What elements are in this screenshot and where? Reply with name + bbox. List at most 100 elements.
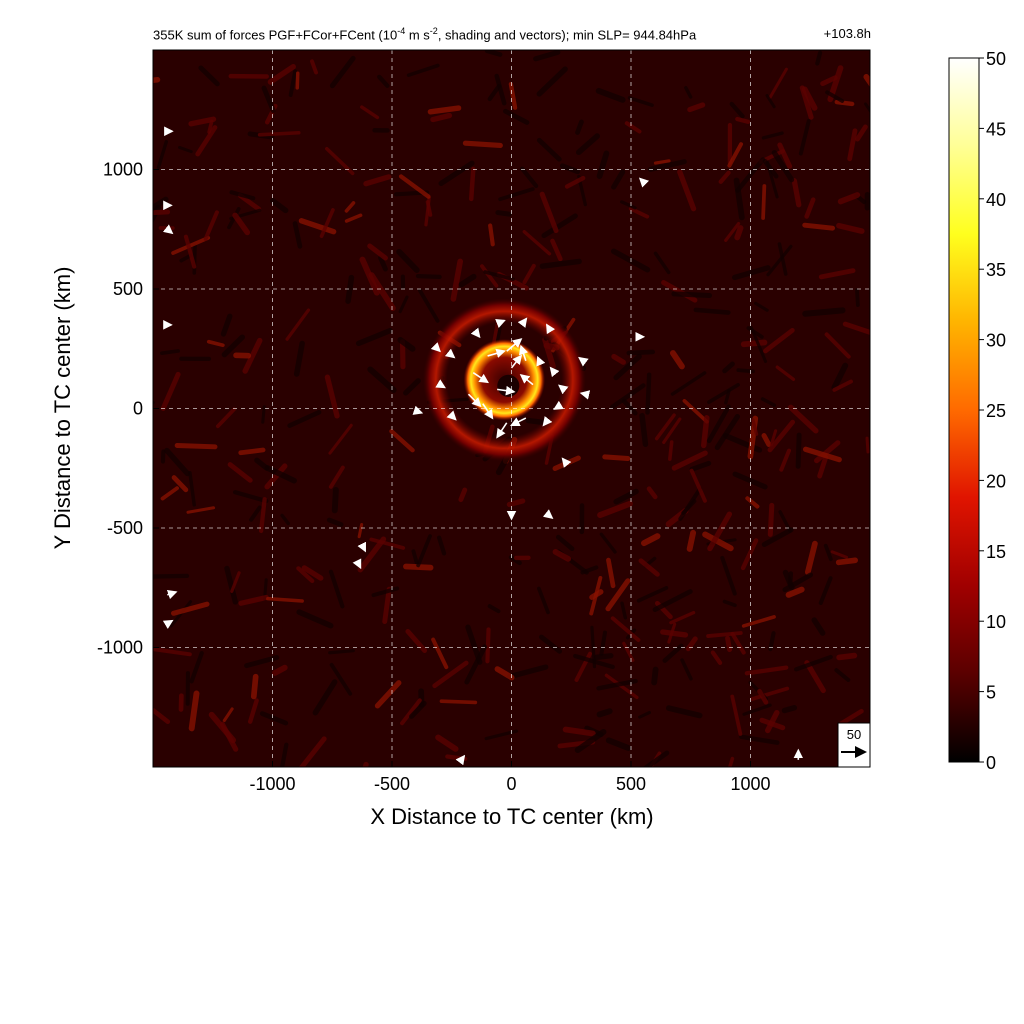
background-streak [606, 557, 616, 589]
background-streak [667, 622, 677, 644]
background-streak [787, 404, 819, 434]
background-streak [156, 140, 169, 170]
background-streak [669, 610, 696, 625]
background-streak [593, 653, 614, 661]
background-streak [777, 142, 793, 169]
background-streak [215, 407, 237, 429]
background-streak [438, 160, 475, 187]
background-streak [378, 255, 388, 272]
colorbar-tick-label: 15 [986, 542, 1006, 562]
background-streak [739, 734, 780, 745]
background-streak [596, 678, 638, 691]
background-streak [541, 213, 578, 239]
background-streak [261, 405, 266, 424]
background-streak [270, 198, 289, 214]
background-streak [439, 699, 478, 705]
background-streak [244, 655, 280, 669]
force-vector [519, 344, 529, 361]
background-streak [678, 486, 703, 521]
background-streak [599, 532, 617, 554]
background-streak [750, 686, 790, 701]
background-streak [328, 569, 345, 609]
background-streak [397, 337, 416, 352]
background-streak [735, 157, 766, 193]
background-streak [602, 454, 631, 461]
background-streak [620, 200, 637, 210]
force-vector [579, 390, 591, 400]
y-tick-label: -500 [107, 518, 143, 538]
background-streak [480, 264, 499, 288]
background-streak [301, 565, 324, 581]
background-streak [811, 617, 826, 636]
background-streak [508, 555, 522, 566]
background-streak [725, 635, 733, 653]
background-streak [298, 736, 327, 767]
background-streak [647, 159, 687, 172]
background-streak [355, 327, 393, 347]
y-tick-label: 1000 [103, 160, 143, 180]
force-vector [561, 457, 572, 468]
background-streak [328, 465, 345, 489]
background-streak [801, 86, 818, 111]
force-vector [497, 385, 516, 396]
background-streak [411, 549, 419, 566]
background-streak [662, 643, 684, 663]
background-streak [636, 586, 669, 603]
background-streak [153, 573, 190, 579]
force-vector [166, 590, 178, 600]
background-streak [653, 159, 671, 165]
background-streak [836, 652, 858, 661]
background-streak [238, 447, 266, 456]
y-tick-label: 500 [113, 279, 143, 299]
background-streak [396, 248, 420, 273]
background-streak [153, 196, 169, 211]
background-streak [487, 84, 502, 102]
force-vector [553, 400, 564, 410]
background-streak [759, 717, 786, 731]
background-streak [179, 253, 193, 263]
background-streak [722, 361, 735, 374]
background-streak [575, 133, 600, 156]
background-streak [400, 698, 422, 726]
background-streak [838, 708, 864, 727]
background-streak [595, 87, 626, 103]
background-streak [638, 710, 651, 719]
background-streak [610, 383, 646, 410]
force-vector [517, 317, 528, 328]
background-streak [560, 163, 581, 175]
background-streak [326, 517, 344, 527]
background-streak [766, 244, 793, 277]
background-streak [363, 174, 392, 187]
background-streak [328, 423, 353, 455]
background-streak [266, 596, 304, 603]
background-streak [329, 55, 356, 89]
background-streak [522, 230, 552, 256]
background-streak [188, 470, 196, 507]
background-streak [825, 90, 845, 103]
force-vector [519, 374, 534, 386]
background-streak [368, 272, 396, 312]
background-streak [677, 169, 697, 212]
background-streak [710, 650, 723, 665]
background-streak [357, 522, 364, 539]
background-streak [798, 119, 811, 156]
background-streak [357, 536, 387, 573]
background-streak [250, 673, 259, 700]
background-streak [298, 218, 337, 235]
background-streak [494, 73, 507, 106]
heatmap-field [153, 50, 870, 767]
background-streak [729, 101, 745, 119]
force-vector [558, 384, 569, 395]
background-streak [700, 415, 710, 449]
background-streak [575, 119, 584, 135]
background-streak [483, 270, 515, 282]
force-vector [542, 509, 554, 519]
background-streak [206, 339, 225, 348]
background-streak [686, 529, 697, 552]
background-streak [733, 177, 745, 221]
background-streak [682, 399, 709, 424]
background-streak [417, 288, 440, 323]
background-streak [771, 150, 795, 183]
background-streak [863, 73, 870, 88]
background-streak [689, 468, 707, 503]
